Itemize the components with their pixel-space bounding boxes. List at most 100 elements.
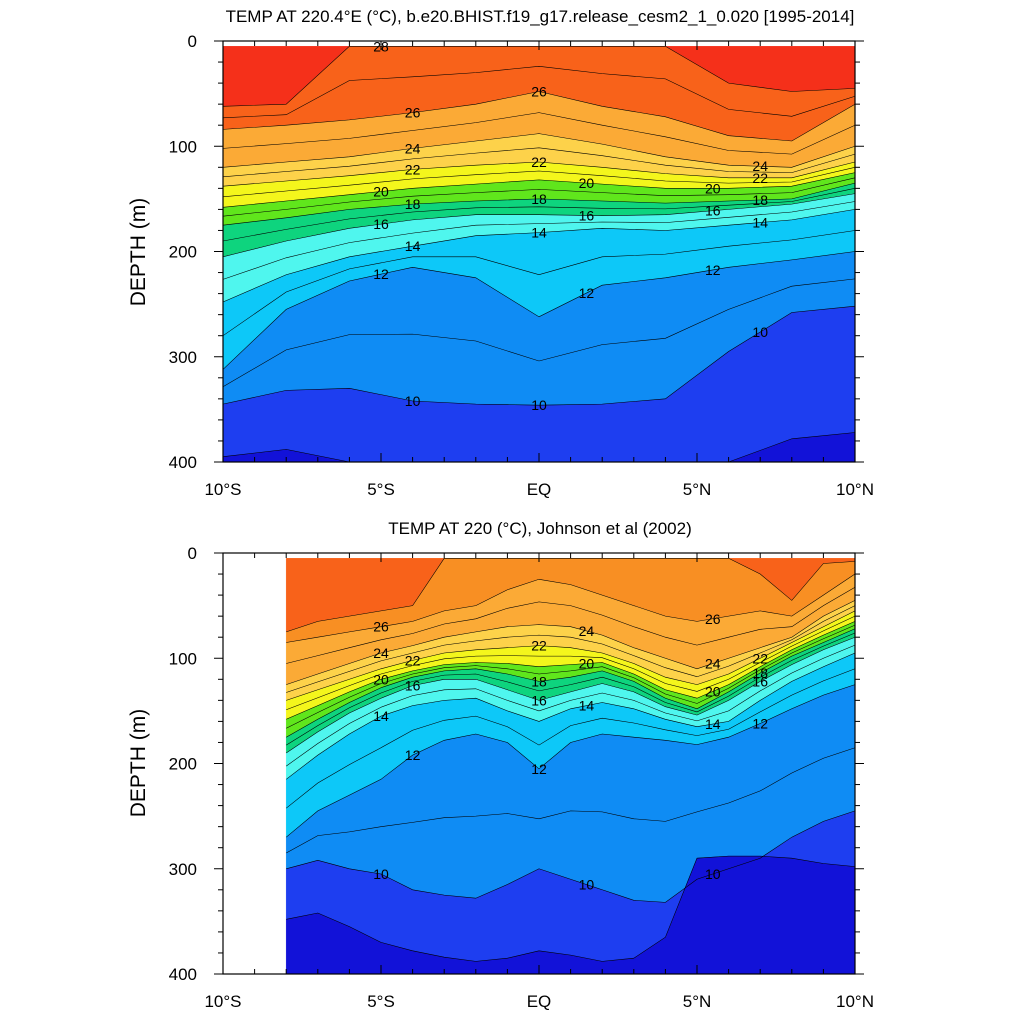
contour-label: 18 <box>531 191 547 207</box>
panel-model: TEMP AT 220.4°E (°C), b.e20.BHIST.f19_g1… <box>127 7 874 499</box>
contour-label: 12 <box>405 747 421 763</box>
contour-label: 20 <box>373 184 389 200</box>
contour-label: 10 <box>405 393 421 409</box>
panel-observations: TEMP AT 220 (°C), Johnson et al (2002) D… <box>127 519 874 1011</box>
contour-label: 22 <box>405 652 421 668</box>
contour-line <box>222 177 856 217</box>
contour-line <box>286 855 856 962</box>
contour-label: 14 <box>705 716 721 732</box>
y-axis-title: DEPTH (m) <box>127 198 150 307</box>
contour-label: 22 <box>531 638 547 654</box>
contour-label: 24 <box>752 158 768 174</box>
contour-line <box>222 161 856 187</box>
contour-label: 16 <box>405 678 421 694</box>
contour-line <box>222 193 856 258</box>
contour-line <box>286 624 856 729</box>
x-tick-label: EQ <box>527 480 552 499</box>
contour-label: 16 <box>579 208 595 224</box>
contour-label: 12 <box>579 285 595 301</box>
y-axis-title: DEPTH (m) <box>127 709 150 818</box>
contour-line <box>222 188 856 242</box>
contour-line <box>286 644 856 767</box>
chart-title: TEMP AT 220 (°C), Johnson et al (2002) <box>388 519 692 538</box>
contour-label: 10 <box>373 866 389 882</box>
contour-label: 24 <box>373 645 389 661</box>
y-tick-label: 200 <box>169 243 197 262</box>
contour-line <box>286 610 856 701</box>
contour-label: 20 <box>705 683 721 699</box>
contour-label: 12 <box>373 266 389 282</box>
contour-line <box>222 91 856 142</box>
contour-line <box>222 230 856 336</box>
contour-line <box>222 201 856 280</box>
contour-label: 10 <box>705 866 721 882</box>
contour-label: 16 <box>752 673 768 689</box>
contour-label: 26 <box>373 619 389 635</box>
contour-line <box>286 810 856 903</box>
y-tick-label: 300 <box>169 860 197 879</box>
contour-label: 14 <box>752 215 768 231</box>
contour-label: 10 <box>531 397 547 413</box>
contour-line <box>286 615 856 711</box>
x-tick-label: 5°N <box>683 480 712 499</box>
x-tick-label: 10°N <box>836 480 874 499</box>
y-tick-label: 0 <box>188 32 197 51</box>
contour-line <box>286 605 856 693</box>
contour-label: 26 <box>405 105 421 121</box>
contour-label: 26 <box>531 84 547 100</box>
contour-line <box>222 133 856 168</box>
contour-label: 18 <box>752 192 768 208</box>
x-tick-label: 10°N <box>836 992 874 1011</box>
contour-label: 12 <box>531 761 547 777</box>
contour-label: 18 <box>405 196 421 212</box>
contour-line <box>222 182 856 226</box>
x-tick-label: 5°S <box>367 480 395 499</box>
contour-line <box>286 652 856 780</box>
contour-label: 22 <box>531 154 547 170</box>
contour-line <box>286 628 856 738</box>
contour-label: 22 <box>752 650 768 666</box>
x-tick-label: 10°S <box>204 992 241 1011</box>
y-tick-label: 300 <box>169 348 197 367</box>
contour-label: 26 <box>705 611 721 627</box>
contour-label: 22 <box>405 161 421 177</box>
contour-line <box>286 586 856 664</box>
contour-label: 24 <box>405 140 421 156</box>
contour-line <box>222 172 856 208</box>
contour-label: 18 <box>752 665 768 681</box>
contour-label: 20 <box>579 175 595 191</box>
contour-line <box>286 636 856 754</box>
y-tick-label: 100 <box>169 137 197 156</box>
contour-label: 20 <box>373 671 389 687</box>
contour-label: 20 <box>579 656 595 672</box>
contour-line <box>286 600 856 685</box>
contour-label: 18 <box>531 673 547 689</box>
y-tick-label: 200 <box>169 755 197 774</box>
contour-label: 14 <box>405 238 421 254</box>
x-tick-label: 5°N <box>683 992 712 1011</box>
contour-label: 16 <box>373 216 389 232</box>
contour-line <box>222 112 856 155</box>
contour-line <box>286 558 856 633</box>
contour-line <box>222 278 856 387</box>
contour-line <box>222 251 856 370</box>
contour-line <box>286 621 856 720</box>
x-tick-label: EQ <box>527 992 552 1011</box>
contour-label: 14 <box>579 698 595 714</box>
contour-label: 16 <box>705 203 721 219</box>
x-tick-label: 10°S <box>204 480 241 499</box>
contour-line <box>222 305 856 406</box>
contour-line <box>286 684 856 838</box>
contour-line <box>286 747 856 854</box>
contour-label: 12 <box>705 262 721 278</box>
x-tick-label: 5°S <box>367 992 395 1011</box>
contour-line <box>286 668 856 809</box>
contour-label: 24 <box>579 623 595 639</box>
contour-label: 10 <box>752 324 768 340</box>
y-tick-label: 0 <box>188 544 197 563</box>
contour-label: 10 <box>579 877 595 893</box>
y-tick-label: 400 <box>169 965 197 984</box>
contour-line <box>222 147 856 178</box>
